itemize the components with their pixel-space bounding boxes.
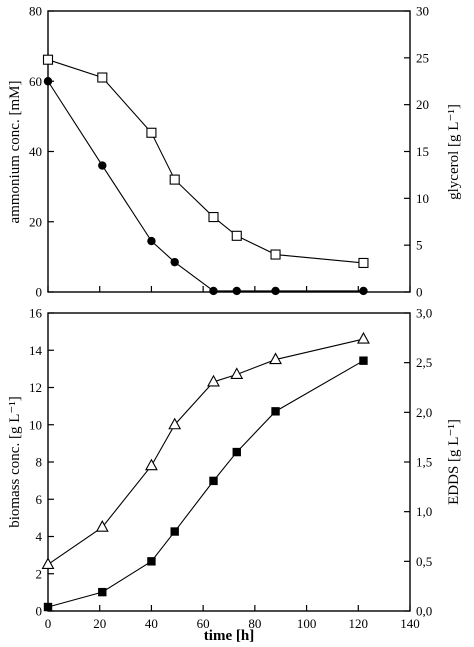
x-tick-label: 0 (45, 616, 52, 631)
marker-filled-circle (232, 286, 241, 296)
left-y-tick-label: 12 (29, 380, 42, 395)
right-y-tick-label: 3,0 (416, 306, 432, 321)
marker-filled-square (232, 447, 241, 457)
marker-filled-circle (271, 286, 280, 296)
bottom-panel: 0 20 40 60 80 100 120 140 0 2 4 6 8 10 12 14 16 0,0 0,5 1,0… (7, 306, 462, 645)
top-plot-frame (47, 10, 411, 293)
right-y-tick-label: 15 (416, 144, 429, 159)
top-series (42, 54, 369, 296)
marker-open-triangle (207, 374, 220, 387)
marker-open-square (97, 72, 108, 83)
marker-open-triangle (269, 352, 282, 365)
series-line-open-square (47, 59, 364, 264)
left-y-tick-label: 6 (36, 492, 43, 507)
right-y-tick-label: 30 (416, 4, 429, 19)
marker-filled-circle (98, 161, 107, 170)
left-y-tick-label: 60 (29, 74, 42, 89)
x-tick-label: 120 (349, 616, 369, 631)
top-panel: 0 20 40 60 80 0 5 10 15 20 25 30 ammonium conc. [mM… (7, 4, 462, 300)
left-y-tick-label: 4 (36, 529, 43, 544)
right-y-tick-label: 2,0 (416, 405, 432, 420)
marker-open-square (146, 127, 157, 138)
bottom-right-axis-label: EDDS [g L⁻¹] (446, 419, 462, 505)
bottom-left-axis-label: biomass conc. [g L⁻¹] (7, 396, 23, 528)
marker-filled-square (98, 587, 107, 597)
right-y-tick-label: 5 (416, 238, 423, 253)
x-axis-label: time [h] (204, 628, 254, 644)
right-y-tick-label: 1,5 (416, 455, 432, 470)
x-tick-label: 140 (400, 616, 420, 631)
marker-filled-square (271, 407, 280, 416)
left-y-tick-label: 14 (29, 343, 43, 358)
series-line-open-triangle (47, 338, 364, 565)
x-tick-label: 20 (93, 616, 106, 631)
marker-open-triangle (95, 520, 109, 532)
marker-open-triangle (144, 458, 158, 471)
marker-filled-circle (359, 286, 368, 296)
marker-open-triangle (168, 417, 182, 430)
marker-open-triangle (230, 367, 244, 380)
series-line-filled-circle (47, 80, 364, 292)
right-y-tick-label: 25 (416, 50, 429, 65)
top-right-axis-label: glycerol [g L⁻¹] (446, 104, 462, 200)
x-tick-label: 40 (145, 616, 158, 631)
x-tick-label: 100 (297, 616, 317, 631)
bottom-series (41, 331, 370, 612)
left-y-tick-label: 2 (36, 566, 43, 581)
marker-open-square (231, 230, 242, 241)
left-y-tick-label: 0 (36, 285, 43, 300)
marker-open-square (208, 212, 219, 223)
marker-filled-circle (170, 257, 179, 267)
right-y-tick-label: 2,5 (416, 355, 432, 370)
left-y-tick-label: 10 (29, 417, 42, 432)
marker-open-square (358, 257, 369, 269)
marker-open-square (270, 249, 281, 260)
top-left-axis-label: ammonium conc. [mM] (7, 81, 23, 224)
marker-filled-square (170, 527, 179, 536)
marker-filled-square (209, 476, 218, 486)
left-y-tick-label: 16 (29, 306, 43, 321)
left-y-tick-label: 8 (36, 455, 43, 470)
marker-filled-square (43, 602, 53, 612)
right-y-tick-label: 10 (416, 191, 429, 206)
marker-filled-square (147, 557, 156, 566)
top-ticks: 0 20 40 60 80 0 5 10 15 20 25 30 (29, 4, 429, 300)
marker-filled-circle (43, 77, 53, 86)
marker-open-triangle (41, 557, 55, 569)
marker-filled-square (359, 356, 368, 365)
marker-filled-circle (147, 236, 156, 246)
marker-open-triangle (357, 331, 370, 344)
right-y-tick-label: 0,5 (416, 554, 432, 569)
left-y-tick-label: 0 (36, 604, 43, 619)
x-tick-label: 60 (197, 616, 210, 631)
left-y-tick-label: 80 (29, 4, 42, 19)
left-y-tick-label: 40 (29, 144, 42, 159)
right-y-tick-label: 20 (416, 97, 429, 112)
marker-filled-circle (209, 286, 218, 296)
left-y-tick-label: 20 (29, 214, 42, 229)
series-line-filled-square (47, 360, 364, 608)
bottom-ticks: 0 20 40 60 80 100 120 140 0 2 4 6 8 10 12 14 16 0,0 0,5 1,0… (29, 306, 432, 632)
marker-open-square (42, 54, 54, 65)
right-y-tick-label: 0,0 (416, 604, 432, 619)
x-tick-label: 80 (248, 616, 261, 631)
right-y-tick-label: 1,0 (416, 504, 432, 519)
right-y-tick-label: 0 (416, 285, 423, 300)
marker-open-square (169, 174, 180, 185)
